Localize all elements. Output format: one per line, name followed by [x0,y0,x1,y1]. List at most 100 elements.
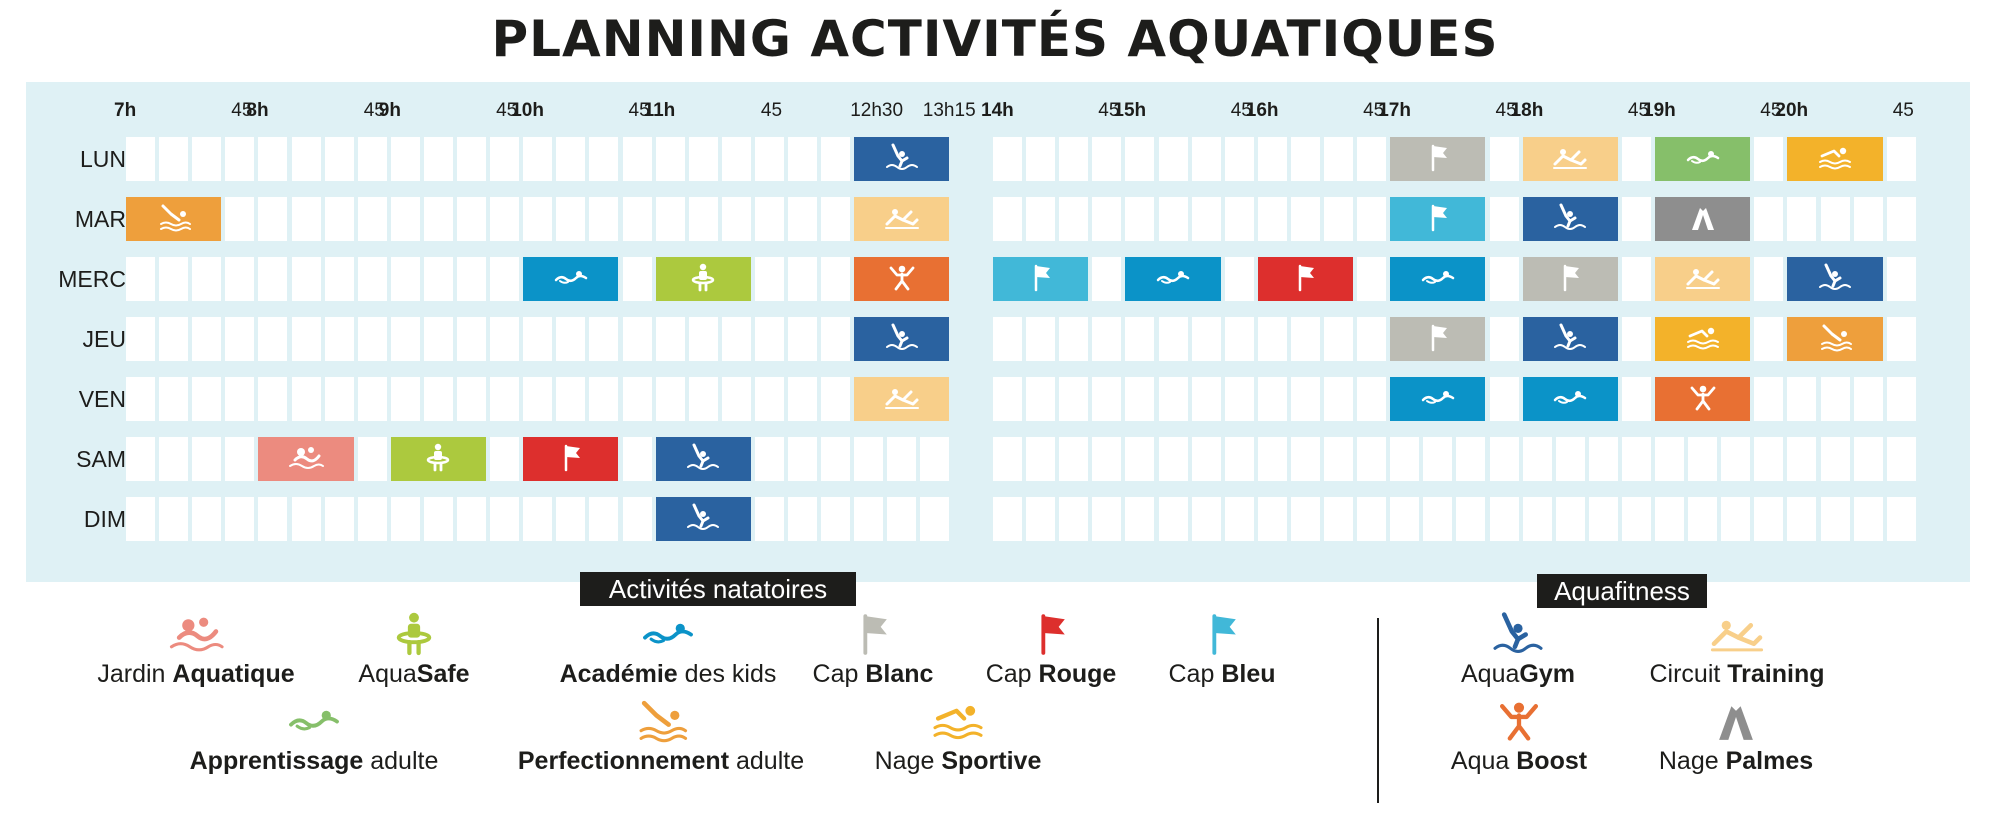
diver-icon [491,697,831,743]
time-slot-cell [1489,377,1519,421]
time-slot-cell [324,377,354,421]
circuit-icon [883,382,921,417]
activity-block-circuit[interactable] [854,197,950,241]
activity-block-cap-blanc[interactable] [1390,137,1486,181]
time-slot-cell [821,317,851,361]
time-slot-cell [1257,197,1287,241]
flag-icon [703,610,1043,656]
activity-block-cap-blanc[interactable] [1522,257,1618,301]
baby-swim-icon [26,610,366,656]
activity-block-circuit[interactable] [1655,257,1751,301]
time-slot-cell [1125,317,1155,361]
time-slot-cell [1290,497,1320,541]
activity-block-aqua-boost[interactable] [1655,377,1751,421]
time-label-hour: 7h [114,100,137,121]
aquagym-icon [883,322,921,357]
activity-block-aquagym[interactable] [1522,197,1618,241]
activity-block-apprentissage[interactable] [1655,137,1751,181]
activity-block-cap-bleu[interactable] [1390,197,1486,241]
time-slot-cell [993,377,1022,421]
time-slot-cell [457,137,486,181]
time-slot-cell [225,497,255,541]
time-slot-cell [423,497,453,541]
activity-block-aquagym[interactable] [854,317,950,361]
activity-block-jardin[interactable] [258,437,354,481]
activity-block-cap-bleu[interactable] [993,257,1089,301]
activity-block-aqua-boost[interactable] [854,257,950,301]
activity-block-nage-sportive[interactable] [1655,317,1751,361]
time-label-minute: 45 [1363,100,1385,121]
activity-block-aquagym[interactable] [854,137,950,181]
swimmer-icon [1154,262,1192,297]
time-slot-cell [589,377,619,421]
time-slot-cell [291,497,321,541]
activity-block-academie[interactable] [1390,257,1486,301]
time-slot-cell [291,197,321,241]
time-slot-cell [225,317,255,361]
legend-label: Apprentissage adulte [189,747,439,775]
activity-block-aquagym[interactable] [655,437,751,481]
time-slot-cell [1621,377,1651,421]
time-slot-cell [1059,317,1089,361]
time-slot-cell [1026,437,1056,481]
time-slot-cell [1026,197,1056,241]
activity-block-academie[interactable] [1390,377,1486,421]
activity-block-nage-sportive[interactable] [1787,137,1883,181]
time-slot-cell [1820,437,1850,481]
time-label-hour: 17h [1378,100,1411,121]
activity-block-aquagym[interactable] [655,497,751,541]
day-label: JEU [82,326,126,352]
activity-block-cap-rouge[interactable] [523,437,619,481]
time-slot-cell [357,317,387,361]
legend-label: Cap Rouge [985,660,1117,688]
time-slot-cell [1423,437,1453,481]
time-slot-cell [655,377,685,421]
activity-block-perfection[interactable] [126,197,222,241]
time-slot-cell [993,317,1022,361]
time-slot-cell [1158,377,1188,421]
time-slot-cell [258,257,288,301]
time-slot-cell [490,497,520,541]
activity-block-aquagym[interactable] [1787,257,1883,301]
aquagym-icon [684,502,722,537]
child-float-icon [419,442,457,477]
jump-icon [1349,697,1689,743]
legend-item-nage-sportive: Nage Sportive [788,697,1128,776]
legend-item-cap-bleu: Cap Bleu [1052,610,1392,689]
time-slot-cell [1092,257,1122,301]
swimmer-icon [1419,382,1457,417]
day-label: SAM [76,446,126,472]
time-slot-cell [688,317,718,361]
activity-block-circuit[interactable] [1522,137,1618,181]
flag-icon [1022,262,1060,297]
time-slot-cell [258,317,288,361]
time-slot-cell [754,437,784,481]
time-slot-cell [1026,377,1056,421]
activity-block-aquasafe[interactable] [390,437,486,481]
activity-block-academie[interactable] [1522,377,1618,421]
time-slot-cell [192,437,222,481]
time-label-minute: 13h15 [922,100,976,121]
activity-block-aquagym[interactable] [1522,317,1618,361]
activity-block-aquasafe[interactable] [655,257,751,301]
aquagym-icon [1551,202,1589,237]
time-slot-cell [390,137,420,181]
activity-block-nage-palmes[interactable] [1655,197,1751,241]
time-label-hour: 19h [1643,100,1676,121]
swimmer-icon [552,262,590,297]
time-slot-cell [258,197,288,241]
time-slot-cell [225,257,255,301]
time-slot-cell [457,377,486,421]
time-slot-cell [1059,377,1089,421]
time-slot-cell [655,197,685,241]
activity-block-cap-blanc[interactable] [1390,317,1486,361]
activity-block-perfection[interactable] [1787,317,1883,361]
activity-block-cap-rouge[interactable] [1257,257,1353,301]
time-label-hour: 18h [1510,100,1544,121]
time-slot-cell [1059,497,1089,541]
activity-block-academie[interactable] [523,257,619,301]
time-slot-cell [1754,137,1784,181]
activity-block-circuit[interactable] [854,377,950,421]
activity-block-academie[interactable] [1125,257,1221,301]
time-slot-cell [754,317,784,361]
